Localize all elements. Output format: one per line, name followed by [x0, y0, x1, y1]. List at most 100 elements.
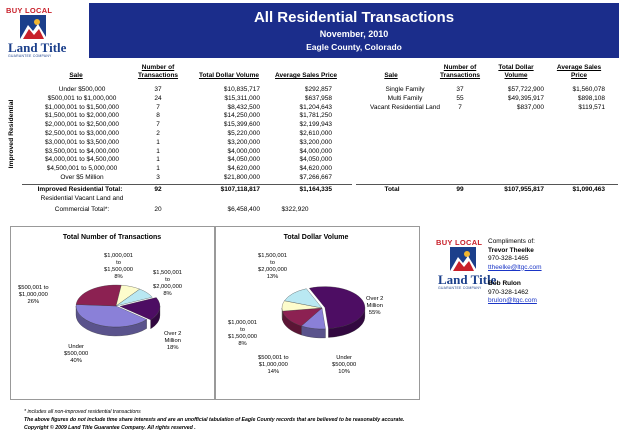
left-table-cell-avg: $7,266,667 [299, 174, 332, 181]
left-table-cell-vol: $5,220,000 [227, 130, 260, 137]
left-table-cell-vol: $21,800,000 [223, 174, 260, 181]
page-title: All Residential Transactions [253, 9, 455, 26]
pie-slice [115, 288, 153, 307]
left-table-cell-sale: Over $5 Million [60, 174, 104, 181]
contact-name-2: Bob Rulon [488, 280, 521, 287]
left-table-cell-avg: $4,620,000 [299, 165, 332, 173]
left-table-cell-vol: $10,835,717 [223, 86, 260, 93]
contact-phone-2: 970-328-1462 [488, 288, 529, 296]
left-table-cell-num: 7 [156, 121, 160, 129]
pie-slice [284, 288, 323, 309]
logo-land-title: Land Title [8, 40, 67, 55]
right-total-vol: $107,955,817 [504, 186, 544, 193]
pie-slice [75, 304, 147, 328]
left-total-sale: Improved Residential Total: [37, 186, 123, 193]
pie-box-volume [214, 226, 420, 400]
contact-email-2[interactable]: brulon@ltgc.com [488, 297, 537, 304]
left-table-cell-vol: $8,432,500 [227, 103, 260, 111]
left-table-cell-avg: $637,958 [304, 94, 332, 102]
footnote-3: Copyright © 2009 Land Title Guarantee Co… [24, 425, 196, 431]
contact-name-1: Trevor Theelke [488, 246, 534, 254]
contact-block: Compliments of: Trevor Theelke 970-328-1… [488, 238, 542, 306]
mountain-icon [20, 15, 46, 39]
company-logo-small: BUY LOCAL Land Title GUARANTEE COMPANY [436, 238, 508, 290]
left-table-cell-num: 8 [156, 112, 160, 120]
pie2-label-1-5m-2m: $1,500,001 to $2,000,000 13% [258, 253, 288, 280]
right-total-sale: Total [384, 186, 400, 193]
right-header-sale: Sale [384, 72, 398, 79]
left-total-avg: $1,164,335 [299, 186, 332, 193]
left-table-cell-vol: $4,000,000 [227, 147, 260, 155]
logo-tagline: GUARANTEE COMPANY [438, 286, 482, 290]
left-table-cell-num: 1 [156, 147, 160, 155]
left-table-cell-sale: $2,000,001 to $2,500,000 [44, 121, 120, 129]
contact-email-1[interactable]: ttheelke@ltgc.com [488, 263, 542, 271]
left-total-vol: $107,118,817 [220, 186, 260, 193]
vacant-sale-line2: Commercial Total*: [54, 206, 110, 213]
pie1-title: Total Number of Transactions [62, 234, 162, 241]
left-header-avg: Average Sales Price [275, 72, 337, 79]
left-table-cell-num: 3 [156, 174, 160, 181]
left-table-cell-sale: $3,500,001 to $4,000,000 [44, 147, 120, 155]
pie1-label-500k-1m: $500,001 to $1,000,000 26% [18, 285, 49, 305]
right-table-cell-vol: $57,722,900 [507, 86, 544, 93]
pie1-chart [75, 284, 161, 337]
right-table-cell-num: 55 [456, 94, 464, 102]
pie2-label-over-2m: Over 2 Million 55% [366, 296, 384, 316]
right-table-cell-vol: $837,000 [516, 103, 544, 111]
left-table-cell-avg: $3,200,000 [299, 138, 332, 146]
title-banner: All Residential Transactions November, 2… [89, 3, 619, 58]
right-table-cell-num: 37 [456, 86, 464, 93]
logo-buy-local: BUY LOCAL [6, 6, 53, 15]
right-table-cell-sale: Multi Family [387, 94, 423, 102]
pie2-label-500k-1m: $500,001 to $1,000,000 14% [258, 355, 289, 375]
left-table-cell-num: 37 [154, 86, 162, 93]
pie-slice [119, 297, 161, 320]
right-header-vol: Total Dollar Volume [498, 64, 534, 79]
left-header-vol: Total Dollar Volume [198, 72, 260, 79]
left-table-cell-vol: $14,250,000 [223, 112, 260, 120]
left-table-cell-vol: $4,050,000 [227, 156, 260, 164]
vacant-avg: $322,920 [281, 206, 309, 213]
report-period: November, 2010 [319, 29, 389, 39]
right-table-cell-avg: $1,560,078 [572, 86, 605, 93]
left-table-cell-avg: $2,199,943 [299, 121, 332, 129]
right-total-line [356, 184, 618, 185]
right-table-cell-sale: Single Family [385, 86, 425, 93]
right-total-num: 99 [456, 186, 464, 193]
left-table-cell-sale: $2,500,001 to $3,000,000 [44, 130, 120, 137]
left-table-cell-num: 1 [156, 165, 160, 173]
right-table-cell-vol: $49,395,917 [507, 94, 544, 102]
right-header-num: Number of Transactions [439, 64, 481, 79]
left-table-cell-sale: $4,000,001 to $4,500,000 [44, 156, 120, 164]
left-table-cell-num: 24 [154, 94, 162, 102]
left-table-cell-sale: Under $500,000 [58, 86, 106, 93]
left-table-cell-sale: $500,001 to $1,000,000 [47, 94, 117, 102]
left-header-num: Number of Transactions [137, 64, 179, 79]
right-table-cell-sale: Vacant Residential Land [370, 103, 440, 111]
left-table-cell-sale: $1,500,001 to $2,000,000 [44, 112, 120, 120]
logo-tagline: GUARANTEE COMPANY [8, 54, 52, 58]
left-table-cell-vol: $4,620,000 [227, 165, 260, 173]
left-table-cell-avg: $1,781,250 [299, 112, 332, 120]
left-table-cell-avg: $1,204,643 [299, 103, 332, 111]
left-table-cell-vol: $15,399,600 [223, 121, 260, 129]
left-table-cell-avg: $292,857 [304, 86, 332, 93]
right-header-avg: Average Sales Price [556, 64, 602, 79]
logo-land-title: Land Title [438, 272, 497, 287]
pie2-label-under-500k: Under $500,000 10% [332, 355, 357, 375]
mountain-icon [450, 247, 476, 271]
right-table-cell-avg: $119,571 [578, 103, 605, 111]
left-table-cell-avg: $4,000,000 [299, 147, 332, 155]
left-table-cell-vol: $3,200,000 [227, 138, 260, 146]
left-table-cell-num: 1 [156, 138, 160, 146]
left-table-cell-avg: $2,610,000 [299, 130, 332, 137]
pie1-label-over-2m: Over 2 Million 18% [164, 331, 182, 351]
vacant-vol: $6,458,400 [227, 206, 260, 213]
right-table-cell-num: 7 [458, 103, 462, 111]
compliments-text: Compliments of: [488, 238, 535, 245]
pie1-label-under-500k: Under $500,000 40% [64, 344, 89, 364]
left-table-cell-num: 2 [156, 130, 160, 137]
contact-phone-1: 970-328-1465 [488, 255, 529, 262]
pie2-title: Total Dollar Volume [283, 234, 349, 241]
